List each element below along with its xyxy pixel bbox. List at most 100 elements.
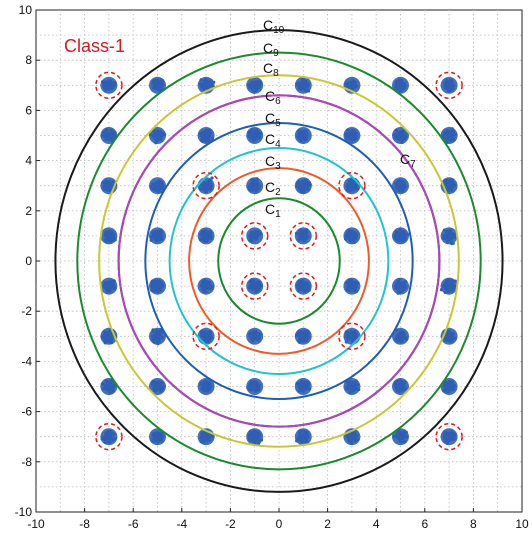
x-tick-label: 10 [515, 517, 529, 531]
data-point [158, 381, 162, 385]
constellation-cluster [392, 428, 409, 446]
highlight-circle [192, 322, 220, 351]
data-point [110, 81, 115, 85]
data-point [211, 284, 215, 288]
data-point [299, 436, 303, 441]
data-point [246, 386, 250, 390]
circle-c8 [98, 74, 460, 448]
data-point [152, 340, 156, 344]
data-point [160, 186, 165, 190]
constellation-cluster [148, 127, 167, 145]
data-point [398, 389, 402, 393]
data-point [201, 83, 205, 88]
data-point [104, 384, 109, 388]
data-point [298, 388, 302, 392]
data-point [151, 379, 155, 384]
constellation-cluster [294, 227, 312, 245]
data-point [449, 186, 453, 190]
data-point [250, 277, 254, 282]
data-point [252, 432, 256, 437]
data-point [307, 288, 311, 292]
data-point [297, 288, 301, 292]
data-point [352, 431, 356, 436]
data-point [156, 188, 160, 193]
data-point [298, 430, 303, 434]
data-point [108, 80, 112, 84]
circle-label-c5: C5 [265, 110, 281, 129]
data-point [297, 87, 302, 91]
data-point [448, 234, 452, 238]
data-point [352, 235, 356, 239]
data-point [251, 83, 255, 87]
y-tick-label: -8 [21, 455, 32, 469]
constellation-cluster [392, 227, 410, 245]
data-point [345, 188, 350, 192]
constellation-cluster [246, 277, 264, 295]
y-tick-label: -2 [21, 304, 32, 318]
data-point [252, 137, 256, 141]
data-point [249, 182, 253, 186]
data-point [345, 333, 349, 337]
data-point [250, 178, 254, 182]
data-point [199, 187, 203, 191]
data-point [303, 184, 307, 188]
data-point [158, 232, 162, 236]
data-point [212, 80, 216, 84]
data-point [154, 141, 158, 145]
data-point [254, 330, 258, 334]
data-point [348, 189, 352, 193]
data-point [107, 238, 111, 242]
data-point [200, 432, 204, 436]
x-tick-label: -6 [128, 517, 139, 531]
data-point [104, 335, 108, 339]
highlight-circle [435, 71, 463, 100]
data-point [402, 132, 406, 136]
data-point [447, 286, 451, 290]
data-point [101, 181, 105, 185]
data-point [453, 235, 457, 239]
data-point [209, 79, 213, 83]
data-point [395, 433, 399, 438]
constellation-cluster [197, 378, 215, 395]
data-point [400, 334, 404, 339]
constellation-cluster [294, 428, 312, 446]
data-point [350, 79, 354, 83]
data-point [397, 138, 402, 142]
data-point [354, 289, 359, 293]
data-point [113, 437, 117, 441]
data-point [346, 230, 350, 234]
data-point [445, 232, 449, 236]
data-point [450, 178, 454, 182]
data-point [153, 136, 157, 140]
data-point [207, 331, 211, 335]
data-point [450, 287, 454, 292]
constellation-cluster [392, 127, 409, 145]
data-point [256, 285, 261, 290]
data-point [398, 436, 402, 441]
data-point [449, 181, 453, 185]
y-tick-label: 0 [25, 254, 32, 268]
data-point [108, 333, 112, 337]
data-point [445, 133, 449, 137]
data-point [298, 337, 302, 341]
data-point [109, 383, 114, 387]
data-point [399, 134, 403, 138]
data-point [453, 432, 457, 436]
data-point [199, 436, 203, 440]
data-point [446, 335, 451, 340]
data-point [106, 431, 111, 435]
data-point [446, 239, 450, 243]
constellation-cluster [100, 76, 118, 94]
data-point [102, 435, 106, 440]
data-point [208, 338, 212, 342]
highlight-circle [289, 272, 318, 300]
data-point [256, 232, 260, 236]
data-point [450, 127, 454, 131]
data-point [151, 231, 155, 235]
circle-c7 [117, 94, 441, 428]
data-point [443, 83, 447, 87]
highlight-circle [240, 272, 269, 300]
data-point [151, 187, 155, 191]
constellation-cluster [343, 127, 361, 144]
